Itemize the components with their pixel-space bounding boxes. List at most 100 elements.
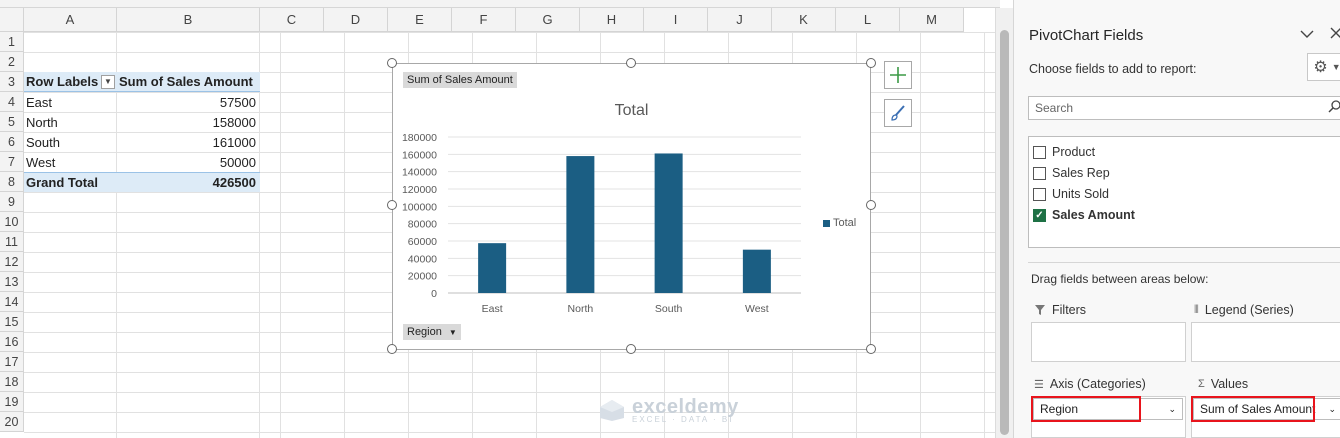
- resize-handle[interactable]: [626, 344, 636, 354]
- dropdown-arrow-icon[interactable]: ⌄: [1328, 403, 1336, 414]
- axis-field-button[interactable]: Region ▼: [403, 324, 461, 340]
- column-header-e[interactable]: E: [388, 8, 452, 32]
- column-header-g[interactable]: G: [516, 8, 580, 32]
- field-item-product[interactable]: Product: [1033, 142, 1095, 162]
- bar-south[interactable]: [654, 153, 683, 293]
- filters-drop-area[interactable]: [1031, 322, 1186, 362]
- chart-legend[interactable]: Total: [823, 217, 856, 229]
- field-item-sales-amount[interactable]: ✓ Sales Amount: [1033, 205, 1135, 225]
- row-header-4[interactable]: 4: [0, 92, 24, 112]
- row-header-17[interactable]: 17: [0, 352, 24, 372]
- vertical-scrollbar[interactable]: [995, 8, 1013, 438]
- field-item-sales-rep[interactable]: Sales Rep: [1033, 163, 1110, 183]
- pivot-row[interactable]: West 50000: [24, 152, 260, 172]
- resize-handle[interactable]: [387, 58, 397, 68]
- gear-icon[interactable]: ⚙ ▼: [1307, 53, 1340, 81]
- row-header-8[interactable]: 8: [0, 172, 24, 192]
- resize-handle[interactable]: [387, 344, 397, 354]
- search-icon[interactable]: [1328, 100, 1340, 116]
- filters-area-label: Filters: [1034, 303, 1086, 317]
- select-all-corner[interactable]: [0, 8, 24, 32]
- search-input[interactable]: Search: [1035, 101, 1074, 115]
- field-item-units-sold[interactable]: Units Sold: [1033, 184, 1109, 204]
- row-header-13[interactable]: 13: [0, 272, 24, 292]
- checkbox-icon[interactable]: [1033, 187, 1046, 201]
- y-tick-label: 80000: [408, 219, 437, 231]
- row-header-12[interactable]: 12: [0, 252, 24, 272]
- column-header-k[interactable]: K: [772, 8, 836, 32]
- search-field[interactable]: Search: [1028, 96, 1340, 120]
- dropdown-arrow-icon[interactable]: ▼: [101, 74, 115, 89]
- checkbox-icon[interactable]: [1033, 166, 1046, 180]
- field-label: Units Sold: [1052, 187, 1109, 201]
- y-tick-label: 100000: [402, 201, 437, 213]
- column-header-b[interactable]: B: [117, 8, 260, 32]
- row-header-20[interactable]: 20: [0, 412, 24, 432]
- dropdown-arrow-icon[interactable]: ⌄: [1168, 403, 1176, 414]
- pivot-row[interactable]: East 57500: [24, 92, 260, 112]
- chart-elements-plus-icon[interactable]: [884, 61, 912, 89]
- field-list[interactable]: Product Sales Rep Units Sold ✓ Sales Amo…: [1028, 136, 1340, 248]
- column-b-cells[interactable]: [117, 32, 260, 438]
- resize-handle[interactable]: [866, 200, 876, 210]
- column-header-a[interactable]: A: [24, 8, 117, 32]
- value-field-button[interactable]: Sum of Sales Amount: [403, 72, 517, 88]
- bar-north[interactable]: [566, 156, 595, 293]
- row-header-2[interactable]: 2: [0, 52, 24, 72]
- chart-styles-brush-icon[interactable]: [884, 99, 912, 127]
- row-header-1[interactable]: 1: [0, 32, 24, 52]
- row-header-11[interactable]: 11: [0, 232, 24, 252]
- column-header-c[interactable]: C: [260, 8, 324, 32]
- bar-west[interactable]: [742, 249, 771, 293]
- dropdown-arrow-icon: ▼: [448, 328, 457, 337]
- resize-handle[interactable]: [626, 58, 636, 68]
- checkbox-icon[interactable]: [1033, 145, 1046, 159]
- chevron-down-icon[interactable]: [1300, 26, 1314, 42]
- filters-label: Filters: [1052, 303, 1087, 317]
- row-header-15[interactable]: 15: [0, 312, 24, 332]
- chart-title[interactable]: Total: [614, 102, 649, 119]
- pivotchart-fields-pane: PivotChart Fields Choose fields to add t…: [1013, 0, 1340, 438]
- pivot-row[interactable]: South 161000: [24, 132, 260, 152]
- row-header-10[interactable]: 10: [0, 212, 24, 232]
- close-icon[interactable]: [1330, 26, 1340, 42]
- row-header-7[interactable]: 7: [0, 152, 24, 172]
- row-header-18[interactable]: 18: [0, 372, 24, 392]
- row-header-9[interactable]: 9: [0, 192, 24, 212]
- axis-region-item[interactable]: Region ⌄: [1033, 398, 1183, 420]
- resize-handle[interactable]: [866, 344, 876, 354]
- sum-header[interactable]: Sum of Sales Amount: [119, 74, 253, 89]
- row-header-14[interactable]: 14: [0, 292, 24, 312]
- resize-handle[interactable]: [387, 200, 397, 210]
- values-sum-item[interactable]: Sum of Sales Amount ⌄: [1193, 398, 1340, 420]
- row-header-6[interactable]: 6: [0, 132, 24, 152]
- pivot-row[interactable]: North 158000: [24, 112, 260, 132]
- legend-drop-area[interactable]: [1191, 322, 1340, 362]
- chart-plot: 0 20000 40000 60000 80000 100000 120000 140000 1…: [402, 132, 801, 315]
- row-header-3[interactable]: 3: [0, 72, 24, 92]
- resize-handle[interactable]: [866, 58, 876, 68]
- row-headers: 1 2 3 4 5 6 7 8 9 10 11 12 13 14 15 16 17 18 19 20: [0, 32, 24, 432]
- column-header-f[interactable]: F: [452, 8, 516, 32]
- grand-total-row[interactable]: Grand Total 426500: [24, 172, 260, 192]
- pivot-chart[interactable]: Sum of Sales Amount Total 0 20000 40000 600…: [392, 63, 871, 350]
- column-a-cells[interactable]: [24, 32, 117, 438]
- bar-east[interactable]: [478, 243, 507, 293]
- checkbox-checked-icon[interactable]: ✓: [1033, 208, 1046, 222]
- x-tick-label: East: [482, 303, 503, 315]
- column-header-l[interactable]: L: [836, 8, 900, 32]
- row-header-5[interactable]: 5: [0, 112, 24, 132]
- row-labels-header[interactable]: Row Labels ▼: [24, 74, 117, 89]
- row-header-16[interactable]: 16: [0, 332, 24, 352]
- column-header-j[interactable]: J: [708, 8, 772, 32]
- x-tick-label: North: [568, 303, 594, 315]
- row-header-19[interactable]: 19: [0, 392, 24, 412]
- column-header-m[interactable]: M: [900, 8, 964, 32]
- column-header-d[interactable]: D: [324, 8, 388, 32]
- column-header-i[interactable]: I: [644, 8, 708, 32]
- column-header-h[interactable]: H: [580, 8, 644, 32]
- field-label: Sales Rep: [1052, 166, 1110, 180]
- scrollbar-thumb[interactable]: [1000, 30, 1009, 435]
